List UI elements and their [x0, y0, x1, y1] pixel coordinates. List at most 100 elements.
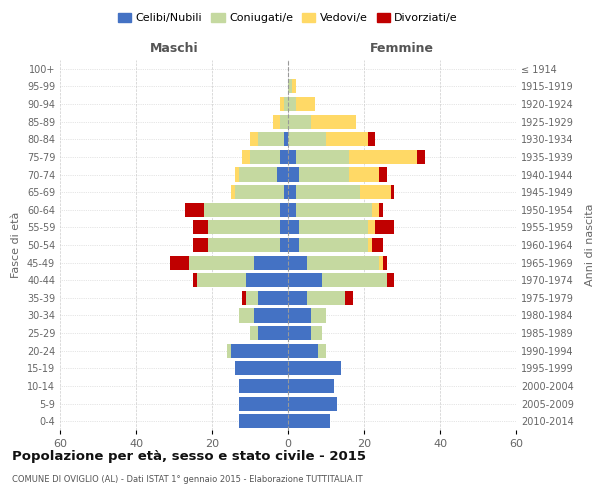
Bar	[231, 185, 235, 199]
Bar	[368, 238, 371, 252]
Bar	[417, 150, 425, 164]
Bar	[246, 291, 257, 305]
Bar	[273, 114, 280, 128]
Bar	[349, 168, 379, 181]
Bar	[360, 185, 391, 199]
Bar	[288, 80, 292, 94]
Bar	[280, 220, 288, 234]
Bar	[368, 220, 376, 234]
Bar	[288, 150, 296, 164]
Bar	[288, 326, 311, 340]
Y-axis label: Fasce di età: Fasce di età	[11, 212, 21, 278]
Bar	[349, 150, 417, 164]
Bar	[307, 291, 345, 305]
Bar	[193, 220, 208, 234]
Bar	[288, 414, 330, 428]
Bar	[288, 114, 311, 128]
Bar	[376, 220, 394, 234]
Bar	[235, 185, 284, 199]
Bar	[250, 150, 280, 164]
Bar	[326, 132, 368, 146]
Text: Femmine: Femmine	[370, 42, 434, 54]
Bar	[235, 362, 288, 376]
Bar	[250, 326, 257, 340]
Bar	[280, 150, 288, 164]
Bar	[239, 396, 288, 410]
Text: Popolazione per età, sesso e stato civile - 2015: Popolazione per età, sesso e stato civil…	[12, 450, 366, 463]
Bar	[379, 168, 387, 181]
Bar	[368, 132, 376, 146]
Bar	[231, 344, 288, 358]
Bar	[299, 220, 368, 234]
Bar	[189, 256, 254, 270]
Bar	[284, 185, 288, 199]
Bar	[239, 168, 277, 181]
Bar	[280, 114, 288, 128]
Bar	[239, 414, 288, 428]
Bar	[288, 308, 311, 322]
Bar	[280, 202, 288, 217]
Bar	[319, 344, 326, 358]
Bar	[242, 291, 246, 305]
Bar	[311, 308, 326, 322]
Bar	[277, 168, 288, 181]
Bar	[296, 97, 314, 111]
Bar	[208, 238, 280, 252]
Bar	[170, 256, 189, 270]
Bar	[288, 396, 337, 410]
Bar	[288, 132, 326, 146]
Bar	[288, 202, 296, 217]
Bar	[296, 150, 349, 164]
Y-axis label: Anni di nascita: Anni di nascita	[585, 204, 595, 286]
Bar	[208, 220, 280, 234]
Bar	[246, 273, 288, 287]
Bar	[288, 168, 299, 181]
Bar	[239, 379, 288, 393]
Bar	[296, 202, 371, 217]
Bar	[254, 308, 288, 322]
Bar	[379, 202, 383, 217]
Bar	[311, 114, 356, 128]
Bar	[280, 97, 284, 111]
Bar	[257, 326, 288, 340]
Bar	[379, 256, 383, 270]
Bar	[257, 291, 288, 305]
Bar	[296, 185, 360, 199]
Bar	[250, 132, 257, 146]
Bar	[288, 97, 296, 111]
Bar	[288, 344, 319, 358]
Bar	[371, 202, 379, 217]
Bar	[387, 273, 394, 287]
Bar	[242, 150, 250, 164]
Bar	[239, 308, 254, 322]
Bar	[299, 238, 368, 252]
Bar	[311, 326, 322, 340]
Bar	[284, 132, 288, 146]
Text: Maschi: Maschi	[149, 42, 199, 54]
Bar	[391, 185, 394, 199]
Bar	[292, 80, 296, 94]
Bar	[288, 256, 307, 270]
Bar	[280, 238, 288, 252]
Bar	[205, 202, 280, 217]
Bar	[345, 291, 353, 305]
Bar	[383, 256, 387, 270]
Bar	[288, 185, 296, 199]
Text: COMUNE DI OVIGLIO (AL) - Dati ISTAT 1° gennaio 2015 - Elaborazione TUTTITALIA.IT: COMUNE DI OVIGLIO (AL) - Dati ISTAT 1° g…	[12, 475, 362, 484]
Bar	[284, 97, 288, 111]
Bar	[288, 238, 299, 252]
Bar	[288, 379, 334, 393]
Bar	[197, 273, 246, 287]
Legend: Celibi/Nubili, Coniugati/e, Vedovi/e, Divorziati/e: Celibi/Nubili, Coniugati/e, Vedovi/e, Di…	[113, 8, 463, 28]
Bar	[288, 291, 307, 305]
Bar	[288, 273, 322, 287]
Bar	[185, 202, 205, 217]
Bar	[235, 168, 239, 181]
Bar	[288, 362, 341, 376]
Bar	[288, 220, 299, 234]
Bar	[193, 238, 208, 252]
Bar	[254, 256, 288, 270]
Bar	[371, 238, 383, 252]
Bar	[307, 256, 379, 270]
Bar	[193, 273, 197, 287]
